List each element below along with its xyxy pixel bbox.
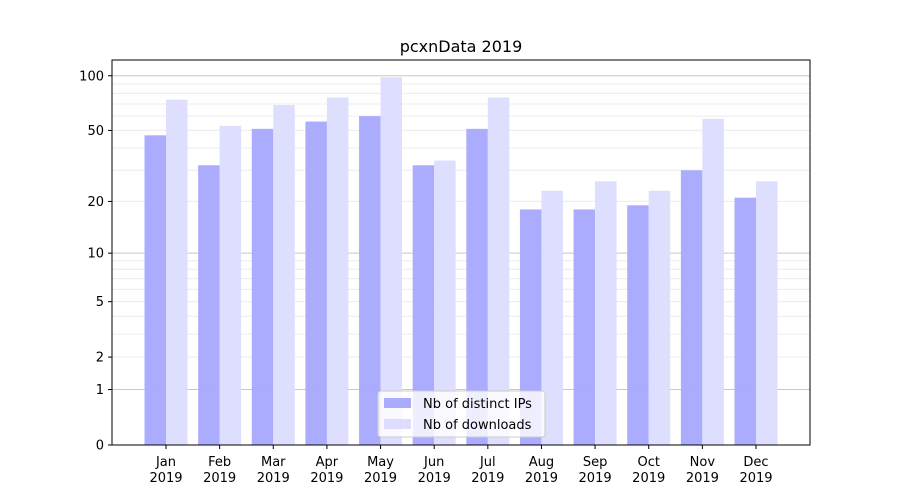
x-tick-label: Dec — [743, 455, 768, 470]
bar-distinct-ips — [359, 116, 381, 445]
y-tick-label: 1 — [96, 383, 104, 398]
x-tick-label: 2019 — [525, 471, 558, 486]
y-tick-label: 2 — [96, 351, 104, 366]
bar-downloads — [756, 181, 778, 446]
x-tick-label: 2019 — [203, 471, 236, 486]
y-tick-label: 100 — [79, 69, 104, 84]
x-tick-label: 2019 — [310, 471, 343, 486]
x-tick-label: Mar — [261, 455, 286, 470]
x-tick-label: Jan — [155, 455, 176, 470]
chart-title: pcxnData 2019 — [400, 37, 523, 56]
bar-distinct-ips — [198, 165, 220, 445]
bar-downloads — [219, 125, 242, 445]
bar-distinct-ips — [680, 170, 703, 445]
bar-downloads — [166, 99, 188, 445]
plot-frame — [111, 59, 811, 446]
legend-label: Nb of distinct IPs — [423, 397, 532, 412]
x-tick-label: Apr — [316, 455, 339, 470]
x-tick-label: 2019 — [257, 471, 290, 486]
bar-distinct-ips — [144, 135, 166, 445]
legend-swatch — [384, 398, 411, 408]
y-tick-label: 10 — [87, 247, 104, 262]
x-tick-label: Oct — [637, 455, 659, 470]
x-tick-label: 2019 — [418, 471, 451, 486]
legend: Nb of distinct IPs Nb of downloads — [377, 390, 546, 438]
bar-distinct-ips — [519, 209, 542, 445]
x-tick-label: Nov — [690, 455, 716, 470]
bar-downloads — [273, 105, 295, 445]
x-tick-label: Sep — [583, 455, 608, 470]
y-tick-label: 0 — [96, 439, 104, 454]
x-tick-label: 2019 — [632, 471, 665, 486]
bar-downloads — [648, 190, 671, 445]
legend-box — [377, 390, 546, 438]
y-tick-label: 20 — [87, 195, 104, 210]
y-tick-label: 5 — [96, 295, 104, 310]
x-tick-label: 2019 — [364, 471, 397, 486]
x-tick-label: 2019 — [471, 471, 504, 486]
x-tick-label: Aug — [529, 455, 554, 470]
x-tick-label: 2019 — [739, 471, 772, 486]
x-tick-label: 2019 — [579, 471, 612, 486]
bar-distinct-ips — [466, 128, 488, 446]
x-tick-label: 2019 — [686, 471, 719, 486]
bar-distinct-ips — [627, 205, 649, 445]
bar-downloads — [595, 181, 617, 446]
legend-swatch — [384, 419, 411, 429]
bar-distinct-ips — [734, 197, 756, 445]
x-tick-label: Feb — [208, 455, 231, 470]
x-tick-label: Jul — [479, 455, 496, 470]
legend-label: Nb of downloads — [423, 418, 532, 433]
x-tick-label: 2019 — [149, 471, 182, 486]
bar-downloads — [541, 190, 563, 445]
bar-downloads — [380, 77, 403, 445]
bar-distinct-ips — [412, 165, 435, 445]
bar-downloads — [487, 97, 510, 445]
bar-downloads — [702, 118, 724, 445]
bar-distinct-ips — [573, 209, 596, 445]
bar-distinct-ips — [251, 128, 274, 446]
y-tick-label: 50 — [87, 124, 104, 139]
bar-downloads — [326, 97, 349, 445]
x-tick-label: May — [367, 455, 394, 470]
bar-downloads — [434, 160, 456, 445]
x-tick-label: Jun — [423, 455, 444, 470]
bar-distinct-ips — [305, 121, 327, 446]
